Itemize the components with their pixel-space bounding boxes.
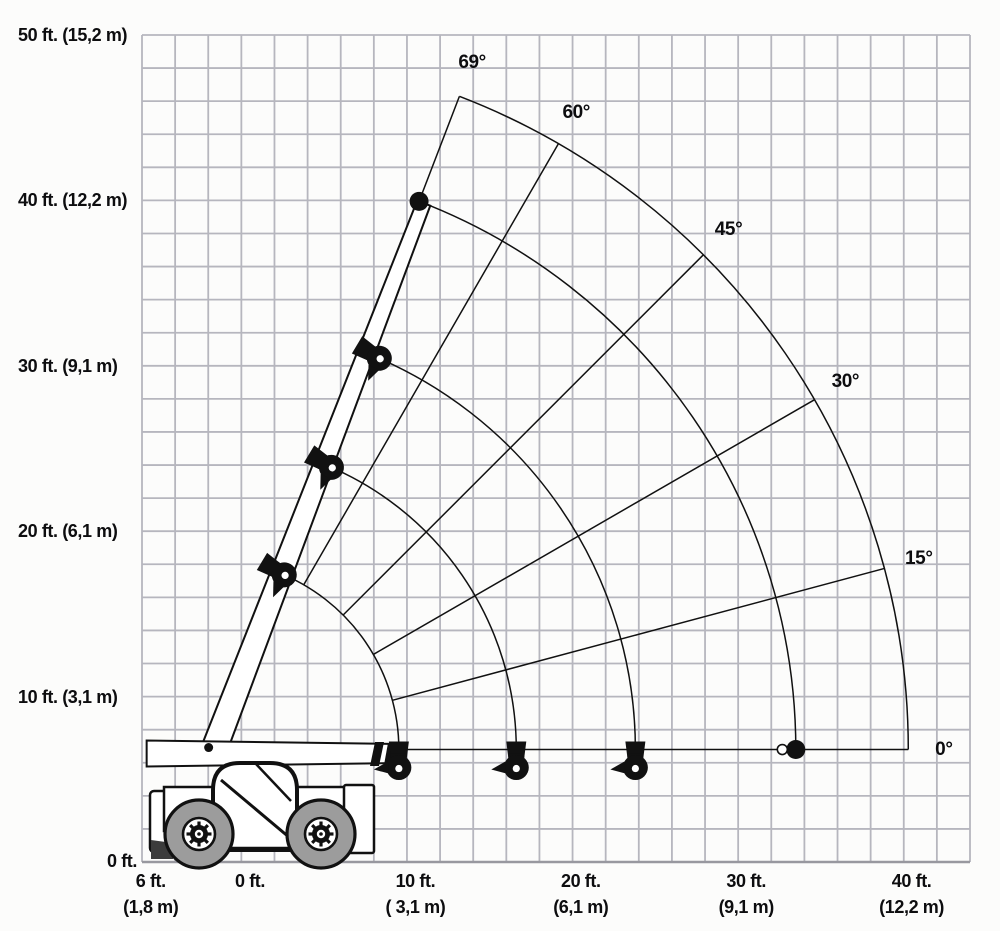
hub-tooth — [206, 832, 212, 836]
boom-positions — [145, 199, 432, 768]
boom-tip-dot-69deg — [409, 191, 429, 211]
y-axis-tick-10: 10 ft. (3,1 m) — [18, 686, 118, 707]
fork-marker-0deg — [610, 741, 648, 781]
hub-tooth — [319, 821, 323, 827]
y-axis-tick-40: 40 ft. (12,2 m) — [18, 190, 128, 211]
fork-pin — [395, 764, 403, 773]
x-axis-tick-line: (6,1 m) — [553, 897, 609, 917]
boom-pivot — [204, 743, 214, 753]
hub-tooth — [308, 832, 314, 836]
y-axis-tick-20: 20 ft. (6,1 m) — [18, 521, 118, 542]
x-axis-tick-line: (9,1 m) — [718, 897, 775, 917]
hub-dot — [197, 832, 201, 836]
fork-tine — [320, 473, 332, 490]
fork-tine — [491, 761, 507, 774]
fork-tine — [368, 364, 380, 381]
boom-head-stripe — [370, 742, 384, 766]
fork-tine — [610, 761, 626, 774]
x-axis-tick-line: 6 ft. — [135, 871, 166, 891]
reach-envelope — [207, 95, 910, 751]
hub-tooth — [311, 838, 317, 844]
fork-marker-69deg — [351, 336, 392, 381]
x-axis-tick-30: 30 ft. (9,1 m) — [718, 868, 775, 920]
hub-dot — [319, 832, 323, 836]
hub-tooth — [203, 824, 209, 830]
hub-tooth — [186, 832, 192, 836]
angle-label-30: 30° — [831, 370, 860, 392]
x-axis-tick-line: 30 ft. — [726, 871, 766, 891]
boom-angle-line-30 — [373, 399, 815, 656]
hub-tooth — [189, 838, 195, 844]
x-axis-tick-0: 0 ft. — [235, 868, 265, 894]
fork-pin — [512, 764, 520, 773]
extension-arc-4 — [418, 200, 797, 750]
x-axis-tick-10: 10 ft. ( 3,1 m) — [385, 868, 445, 920]
fork-tine — [373, 761, 389, 774]
angle-label-69: 69° — [458, 52, 486, 74]
hub-tooth — [325, 824, 331, 830]
hub-tooth — [319, 841, 323, 847]
fork-pin — [281, 571, 289, 579]
hub-tooth — [311, 824, 317, 830]
x-axis-tick--6: 6 ft. (1,8 m) — [123, 868, 179, 920]
x-axis-tick-40: 40 ft. (12,2 m) — [879, 868, 944, 920]
extension-arc-1 — [276, 571, 400, 750]
boom-tip-dot-0deg — [786, 740, 806, 760]
boom-at-69deg — [198, 199, 432, 762]
angle-label-0: 0° — [935, 738, 953, 760]
boom-angle-line-15 — [392, 567, 885, 702]
y-axis-tick-30: 30 ft. (9,1 m) — [18, 355, 118, 376]
max-reach-arc — [459, 95, 910, 750]
angle-label-60: 60° — [562, 101, 591, 123]
fork-pin — [328, 464, 336, 472]
fork-marker-69deg — [256, 552, 297, 598]
x-axis-tick-line: (12,2 m) — [879, 897, 945, 917]
x-axis-tick-line: 40 ft. — [891, 871, 932, 891]
angle-label-15: 15° — [905, 548, 933, 570]
fork-pin — [376, 355, 384, 363]
fork-pin — [631, 764, 639, 773]
x-axis-tick-20: 20 ft. (6,1 m) — [553, 868, 609, 920]
hub-tooth — [189, 824, 195, 830]
x-axis-tick-line: ( 3,1 m) — [385, 897, 446, 917]
load-markers — [204, 191, 806, 781]
boom-angle-line-45 — [342, 254, 704, 616]
rear-wheel — [163, 798, 235, 870]
hub-tooth — [203, 838, 209, 844]
fork-marker-0deg — [491, 741, 529, 781]
hub-tooth — [328, 832, 334, 836]
extension-arc-2 — [318, 461, 518, 750]
grid — [141, 34, 971, 864]
telehandler-illustration — [148, 761, 376, 870]
fork-marker-69deg — [304, 445, 344, 490]
boom-angle-line-60 — [303, 143, 560, 586]
extension-arc-3 — [361, 350, 637, 750]
hub-tooth — [197, 841, 201, 847]
x-axis-tick-line: 20 ft. — [560, 871, 601, 891]
y-axis-tick-0: 0 ft. — [106, 851, 137, 871]
fork-tine — [273, 581, 285, 598]
tip-ring — [776, 743, 789, 756]
front-wheel — [285, 798, 357, 870]
cab-windshield — [255, 763, 292, 802]
x-axis-tick-line: 0 ft. — [234, 871, 266, 891]
angle-label-45: 45° — [714, 218, 743, 240]
grid-lines — [141, 34, 971, 863]
cab-strut — [220, 778, 291, 840]
fork-marker-0deg — [373, 741, 412, 781]
hub-tooth — [197, 821, 201, 827]
y-axis-tick-50: 50 ft. (15,2 m) — [18, 25, 128, 45]
hub-tooth — [325, 838, 331, 844]
x-axis-tick-line: 10 ft. — [395, 871, 436, 891]
x-axis-tick-line: (1,8 m) — [123, 897, 179, 917]
